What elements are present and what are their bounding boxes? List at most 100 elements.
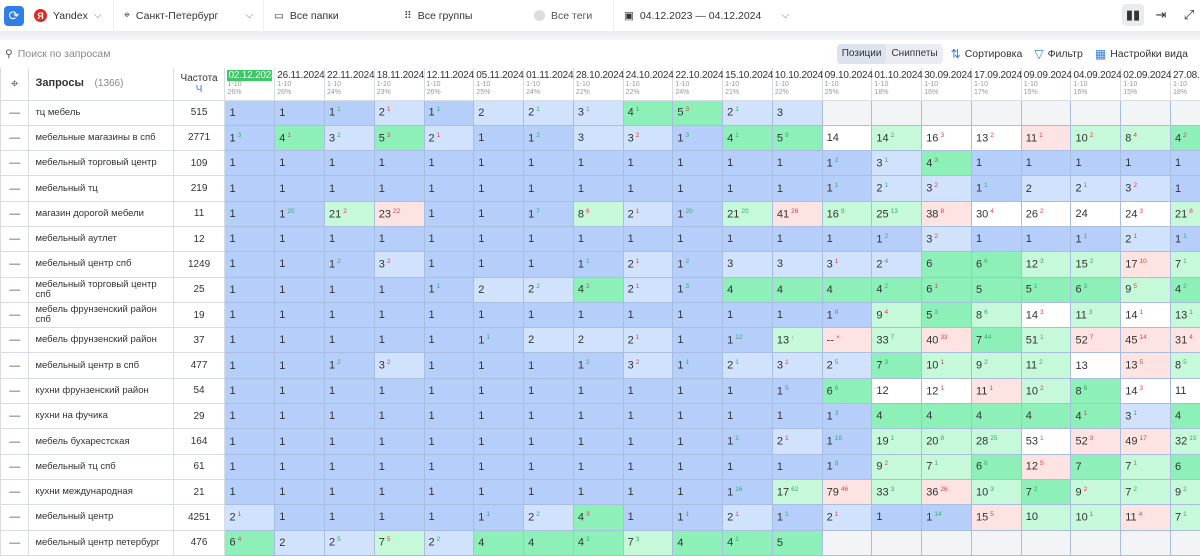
- date-column-header[interactable]: 22.11.2024 1-10 24%: [324, 68, 375, 101]
- table-row[interactable]: — тц мебель 515 1 1 1 1 2 1 1 1 2 2 1 3 1 4 1 5 3 2 1 3: [0, 99, 1200, 126]
- position-cell[interactable]: 11 1: [1020, 124, 1072, 152]
- position-cell[interactable]: 1: [224, 150, 276, 177]
- position-cell[interactable]: 1: [722, 403, 773, 430]
- table-row[interactable]: — мебельный центр спб 1249 1 1 1 2 3 2 1 1 1 1 1 2 1 1…: [0, 251, 1200, 278]
- position-cell[interactable]: 1: [423, 251, 475, 278]
- date-column-header[interactable]: 02.12.2024 1-10 26%: [224, 68, 277, 101]
- position-cell[interactable]: 1: [324, 225, 375, 253]
- position-cell[interactable]: 1: [224, 225, 276, 253]
- position-cell[interactable]: 1: [523, 352, 574, 379]
- position-cell[interactable]: 1: [423, 200, 475, 227]
- date-column-header[interactable]: 12.11.2024 1-10 26%: [423, 68, 475, 101]
- position-cell[interactable]: 1: [224, 200, 276, 227]
- position-cell[interactable]: 1: [523, 453, 574, 480]
- position-cell[interactable]: 2: [473, 276, 525, 303]
- position-cell[interactable]: 1: [274, 301, 325, 329]
- position-cell[interactable]: 3: [722, 251, 773, 278]
- position-cell[interactable]: 1: [572, 301, 624, 329]
- date-column-header[interactable]: 17.09.2024 1-10 17%: [970, 68, 1022, 101]
- position-cell[interactable]: 1: [572, 428, 624, 455]
- table-row[interactable]: — кухни международная 21 1 1 1 1 1 1 1 1 1 1 1 16 17 6…: [0, 478, 1200, 506]
- position-cell[interactable]: 14 1: [1120, 301, 1172, 329]
- position-cell[interactable]: 1: [373, 504, 425, 531]
- position-cell[interactable]: 49 17: [1120, 428, 1172, 455]
- position-cell[interactable]: 52 3: [1070, 428, 1122, 455]
- position-cell[interactable]: 13 2: [970, 124, 1022, 152]
- position-cell[interactable]: 13 ↑: [771, 327, 823, 354]
- query-name[interactable]: кухни международная: [28, 478, 174, 506]
- date-column-header[interactable]: 09.09.2024 1-10 15%: [1020, 68, 1072, 101]
- expand-icon[interactable]: ⤢: [1183, 7, 1195, 22]
- position-cell[interactable]: 33 3: [871, 478, 923, 506]
- table-row[interactable]: — мебельные магазины в спб 2771 1 3 4 1 3 2 5 3 2…: [0, 124, 1200, 152]
- position-cell[interactable]: 7 44: [970, 327, 1022, 354]
- date-column-header[interactable]: 27.08.2024 1-10 18%: [1170, 68, 1200, 101]
- position-cell[interactable]: 1: [423, 352, 475, 379]
- collapse-icon[interactable]: —: [0, 225, 30, 253]
- position-cell[interactable]: 13 1: [1170, 301, 1200, 329]
- position-cell[interactable]: 1: [473, 124, 525, 152]
- position-cell[interactable]: 1: [274, 504, 325, 531]
- position-cell[interactable]: 4: [722, 276, 773, 303]
- position-cell[interactable]: 1: [473, 478, 525, 506]
- date-column-header[interactable]: 30.09.2024 1-10 16%: [921, 68, 972, 101]
- position-cell[interactable]: 13 5: [1120, 352, 1172, 379]
- position-cell[interactable]: [871, 529, 923, 556]
- position-cell[interactable]: 1: [771, 453, 823, 480]
- position-cell[interactable]: 2: [473, 99, 525, 126]
- position-cell[interactable]: 1: [572, 478, 624, 506]
- chart-icon[interactable]: ▮▮: [1122, 4, 1144, 26]
- position-cell[interactable]: 1: [722, 150, 773, 177]
- collapse-icon[interactable]: —: [0, 428, 30, 455]
- query-name[interactable]: магазин дорогой мебели: [28, 200, 174, 227]
- position-cell[interactable]: 12: [871, 377, 923, 405]
- position-cell[interactable]: -- ×: [821, 327, 873, 354]
- filter-button[interactable]: ▽ Фильтр: [1034, 47, 1083, 61]
- position-cell[interactable]: 52 7: [1070, 327, 1122, 354]
- position-cell[interactable]: 1: [622, 504, 674, 531]
- position-cell[interactable]: 1: [473, 453, 525, 480]
- position-cell[interactable]: [1170, 529, 1200, 556]
- query-name[interactable]: мебель бухарестская: [28, 428, 174, 455]
- collapse-icon[interactable]: —: [0, 403, 30, 430]
- position-cell[interactable]: 1: [672, 453, 724, 480]
- position-cell[interactable]: 10 3: [970, 478, 1022, 506]
- target-icon[interactable]: ⌖: [0, 68, 30, 101]
- queries-header[interactable]: Запросы (1366): [28, 68, 174, 101]
- position-cell[interactable]: 1: [672, 175, 724, 202]
- query-name[interactable]: кухни фрунзенский район: [28, 377, 174, 405]
- position-cell[interactable]: 11 1: [970, 377, 1022, 405]
- position-cell[interactable]: 1: [274, 478, 325, 506]
- collapse-icon[interactable]: —: [0, 175, 30, 202]
- position-cell[interactable]: 1: [274, 453, 325, 480]
- position-cell[interactable]: 6: [921, 251, 972, 278]
- position-cell[interactable]: 1: [1170, 150, 1200, 177]
- position-cell[interactable]: 17 62: [771, 478, 823, 506]
- collapse-icon[interactable]: —: [0, 327, 30, 354]
- position-cell[interactable]: 12 3: [1020, 251, 1072, 278]
- position-cell[interactable]: 1: [771, 150, 823, 177]
- position-cell[interactable]: 1: [722, 175, 773, 202]
- table-row[interactable]: — мебельный центр в спб 477 1 1 1 2 3 2 1 1 1 1 2 3 2…: [0, 352, 1200, 379]
- frequency-mode[interactable]: Ч: [195, 83, 203, 95]
- position-cell[interactable]: 14 2: [871, 124, 923, 152]
- position-cell[interactable]: 1: [324, 150, 375, 177]
- position-cell[interactable]: 1: [771, 301, 823, 329]
